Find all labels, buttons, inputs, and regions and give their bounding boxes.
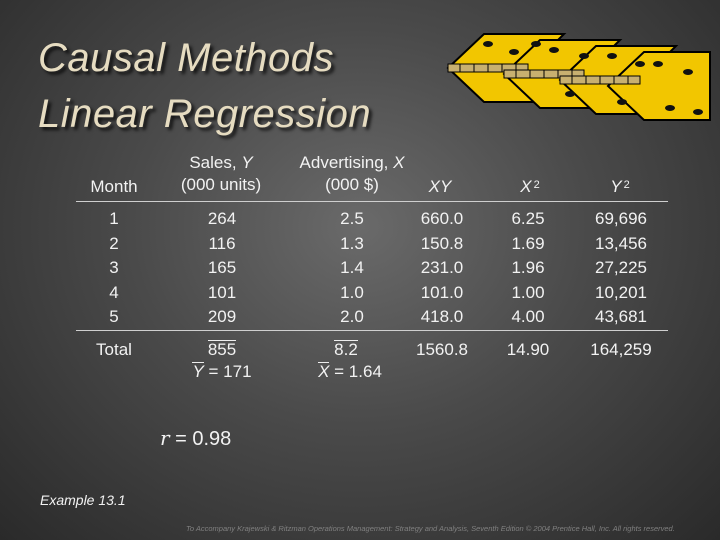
cell-y-squared: 69,696: [595, 209, 647, 228]
example-label: Example 13.1: [40, 492, 126, 508]
slide-title: Causal Methods Linear Regression: [38, 30, 371, 142]
cell-month: 3: [109, 258, 119, 277]
cell-y-squared: 43,681: [595, 307, 647, 326]
column-month: 1 2 3 4 5: [76, 207, 152, 330]
cell-xy: 231.0: [420, 258, 464, 277]
cell-x-squared: 4.00: [511, 307, 545, 326]
cell-advertising: 1.4: [340, 258, 364, 277]
cell-xy: 660.0: [420, 209, 464, 228]
cell-sales: 165: [207, 258, 237, 277]
header-month: Month: [90, 177, 138, 196]
cell-x-squared: 1.00: [511, 282, 545, 302]
cell-xy: 418.0: [420, 307, 464, 326]
column-sales: 264 116 165 101 209: [182, 207, 262, 330]
cell-month: 2: [109, 233, 119, 253]
cell-y-squared: 27,225: [595, 258, 647, 277]
column-y-squared: 69,696 13,456 27,225 10,201 43,681: [576, 207, 666, 330]
cell-x-squared: 1.96: [511, 258, 545, 277]
header-rule: [76, 201, 668, 202]
cell-month: 1: [109, 209, 119, 228]
total-label: Total: [96, 340, 132, 359]
total-y-squared: 164,259: [590, 340, 652, 359]
cell-advertising: 1.0: [340, 282, 364, 302]
total-sales: 855: [207, 340, 237, 359]
header-advertising: Advertising, X (000 $): [299, 153, 405, 194]
footer-copyright: To Accompany Krajewski & Ritzman Operati…: [186, 524, 675, 533]
cell-sales: 116: [208, 233, 236, 253]
cell-xy: 150.8: [420, 233, 464, 253]
cell-y-squared: 13,456: [595, 233, 647, 253]
cell-y-squared: 10,201: [595, 282, 647, 302]
cell-advertising: 2.0: [340, 307, 364, 326]
total-rule: [76, 330, 668, 331]
correlation-coefficient: r = 0.98: [160, 426, 232, 450]
total-advertising: 8.2: [334, 340, 358, 359]
column-xy: 660.0 150.8 231.0 101.0 418.0: [402, 207, 482, 330]
cell-sales: 209: [207, 307, 237, 326]
cell-advertising: 1.3: [340, 233, 364, 253]
cell-sales: 101: [207, 282, 237, 302]
regression-table: Month Sales, Y (000 units) Advertising, …: [76, 153, 668, 381]
cell-xy: 101.0: [420, 282, 464, 302]
total-xy: 1560.8: [416, 340, 468, 359]
cell-month: 4: [109, 282, 119, 302]
cell-sales: 264: [207, 209, 237, 228]
column-x-squared: 6.25 1.69 1.96 1.00 4.00: [488, 207, 568, 330]
cell-x-squared: 1.69: [511, 233, 545, 253]
title-line-1: Causal Methods: [38, 36, 335, 80]
header-xy: XY: [428, 177, 452, 196]
mean-x: X = 1.64: [318, 362, 382, 381]
total-x-squared: 14.90: [506, 340, 550, 359]
column-advertising: 2.5 1.3 1.4 1.0 2.0: [312, 207, 392, 330]
mean-y: Y = 171: [192, 362, 252, 381]
title-line-2: Linear Regression: [38, 92, 372, 136]
header-sales: Sales, Y (000 units): [180, 153, 262, 194]
cell-advertising: 2.5: [340, 209, 364, 228]
cell-x-squared: 6.25: [511, 209, 545, 228]
cell-month: 5: [109, 307, 119, 326]
tiles-hinges-graphic: [446, 33, 711, 121]
